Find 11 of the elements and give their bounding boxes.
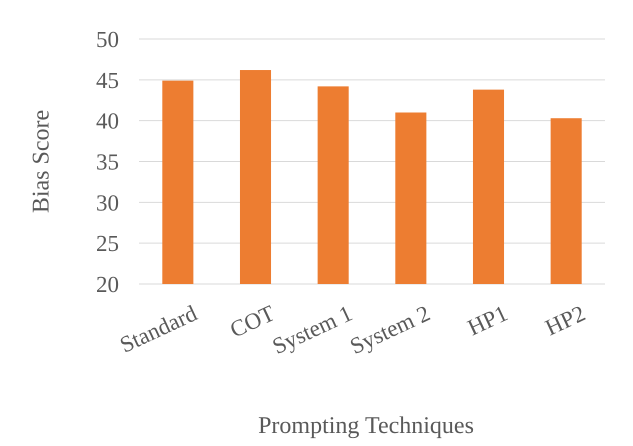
y-tick-label: 50 <box>96 27 119 52</box>
y-tick-label: 20 <box>96 272 119 298</box>
y-tick-label: 25 <box>96 231 119 256</box>
x-axis-title: Prompting Techniques <box>258 413 474 439</box>
y-tick-label: 45 <box>96 68 119 93</box>
y-tick-label: 40 <box>96 108 119 134</box>
x-tick-label: HP1 <box>464 300 512 340</box>
y-tick-label: 35 <box>96 150 119 175</box>
y-axis-title: Bias Score <box>28 110 54 214</box>
x-tick-label: HP2 <box>541 300 590 340</box>
y-tick-label: 30 <box>96 190 119 216</box>
